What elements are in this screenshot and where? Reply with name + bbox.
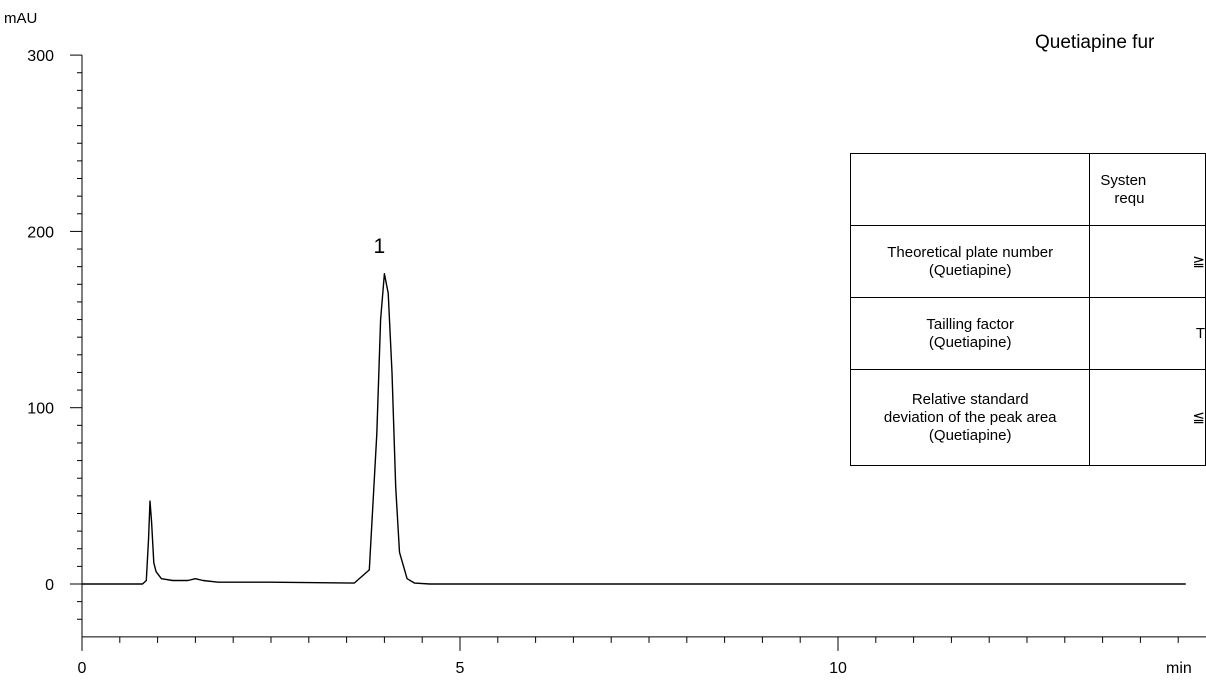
y-tick-label: 300 bbox=[27, 48, 54, 65]
y-tick-label: 0 bbox=[45, 577, 54, 594]
table-row: Theoretical plate number (Quetiapine) ≧ bbox=[849, 225, 1206, 298]
row-item-line: (Quetiapine) bbox=[928, 333, 1012, 351]
x-tick-label: 5 bbox=[456, 660, 465, 677]
annotations: 1 bbox=[374, 235, 386, 258]
sst-title: Quetiapine fur bbox=[1035, 32, 1155, 53]
row-item-line: Relative standard bbox=[911, 390, 1029, 408]
table-row: Tailling factor (Quetiapine) T bbox=[849, 297, 1206, 370]
header-requirement-line-2: requ bbox=[1114, 189, 1145, 207]
row-requirement-cell: T bbox=[1089, 297, 1206, 370]
x-tick-label: 10 bbox=[829, 660, 847, 677]
y-axis-unit-label: mAU bbox=[4, 10, 37, 27]
x-axis-unit-label: min bbox=[1166, 660, 1192, 677]
x-axis: 0 5 10 bbox=[78, 636, 1206, 677]
row-item-cell: Relative standard deviation of the peak … bbox=[849, 369, 1091, 466]
row-requirement-cell: ≧ bbox=[1089, 225, 1206, 298]
y-tick-label: 200 bbox=[27, 224, 54, 241]
header-requirement-line-1: Systen bbox=[1100, 171, 1147, 189]
table-header-row: Systen requ bbox=[849, 153, 1206, 226]
chromatogram-trace bbox=[82, 273, 1186, 585]
row-item-line: (Quetiapine) bbox=[928, 426, 1012, 444]
y-tick-label: 100 bbox=[27, 401, 54, 418]
y-axis: 0 100 200 300 bbox=[27, 48, 83, 637]
row-item-line: (Quetiapine) bbox=[928, 261, 1012, 279]
row-item-cell: Theoretical plate number (Quetiapine) bbox=[849, 225, 1091, 298]
row-item-cell: Tailling factor (Quetiapine) bbox=[849, 297, 1091, 370]
peak-label: 1 bbox=[374, 235, 386, 258]
row-item-line: Tailling factor bbox=[926, 315, 1014, 333]
row-requirement-cell: ≦ bbox=[1089, 369, 1206, 466]
x-tick-label: 0 bbox=[78, 660, 87, 677]
system-suitability-table: Systen requ Theoretical plate number (Qu… bbox=[849, 153, 1206, 466]
header-item-cell bbox=[849, 153, 1091, 226]
row-item-line: Theoretical plate number bbox=[887, 243, 1054, 261]
row-item-line: deviation of the peak area bbox=[883, 408, 1057, 426]
table-row: Relative standard deviation of the peak … bbox=[849, 369, 1206, 466]
header-requirement-cell: Systen requ bbox=[1089, 153, 1206, 226]
